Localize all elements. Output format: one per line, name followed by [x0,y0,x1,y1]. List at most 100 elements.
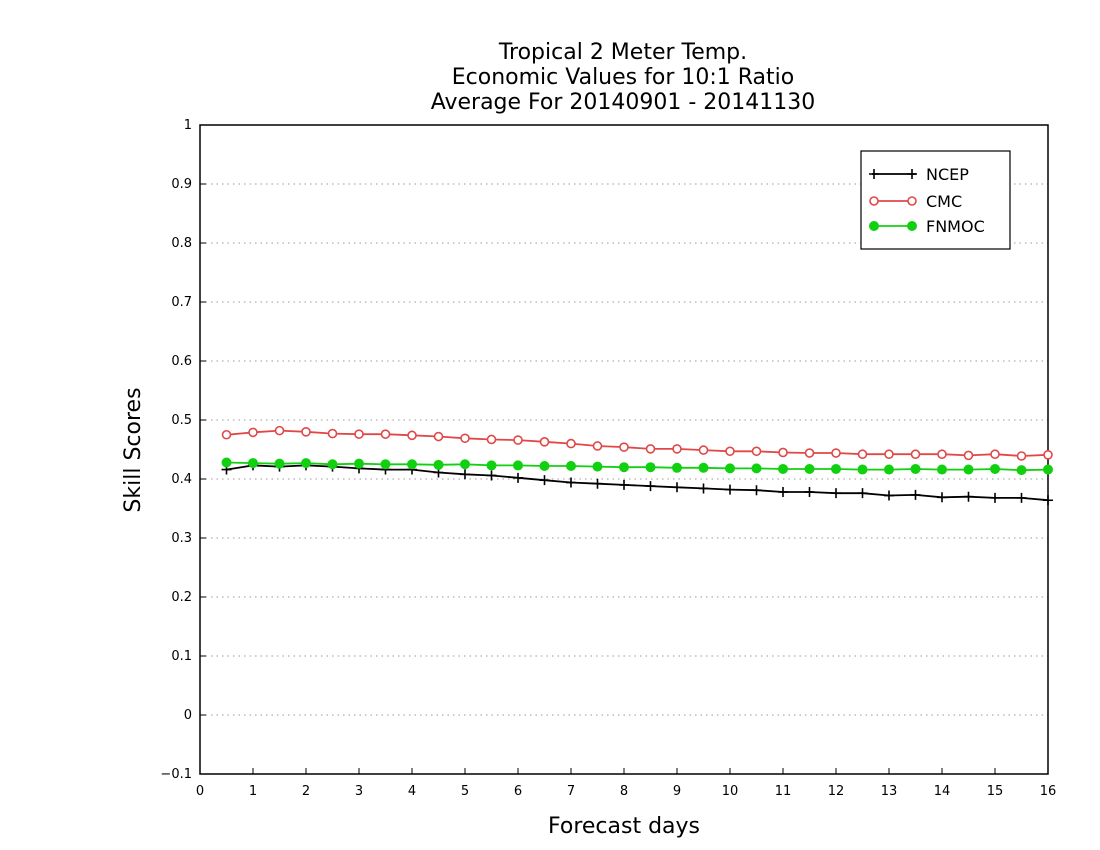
y-tick-label: 0.2 [171,590,192,605]
data-point-cmc [698,445,709,455]
data-point-ncep [539,475,550,486]
x-tick-label: 12 [828,784,845,799]
x-tick-label: 16 [1040,784,1057,799]
data-point-cmc [619,442,629,452]
data-point-fnmoc [937,464,947,475]
legend-box [860,150,1011,250]
data-point-cmc [566,438,576,449]
x-tick-label: 2 [302,784,310,799]
legend-item-fnmoc: FNMOC [869,217,985,236]
x-tick-label: 3 [355,784,363,799]
data-point-cmc [857,449,868,460]
legend-label-fnmoc: FNMOC [926,217,985,236]
data-point-cmc [778,447,788,458]
data-point-ncep [566,477,576,488]
data-point-ncep [990,492,1000,503]
data-point-fnmoc [354,458,364,469]
data-point-ncep [645,481,656,492]
legend-marker-ncep [869,169,879,179]
x-axis: 0 1 2 3 4 5 6 7 8 9 10 11 12 13 14 15 16 [196,768,1056,799]
data-point-cmc [963,450,974,461]
y-tick-label: 0.9 [171,177,192,192]
y-axis: −0.1 0 0.1 0.2 0.3 0.4 0.5 0.6 0.7 0.8 0.9 1 [160,118,206,782]
series-line-ncep [226,464,1049,502]
y-tick-label: 0.1 [171,649,192,664]
legend-marker-fnmoc [907,221,917,231]
title-line-1: Tropical 2 Meter Temp. [498,40,747,65]
data-point-cmc [751,446,762,457]
data-point-fnmoc [672,462,682,473]
data-point-ncep [460,469,470,480]
data-series [221,425,1053,506]
data-point-cmc [460,433,470,444]
data-point-cmc [990,449,1000,460]
data-point-cmc [645,444,656,454]
data-point-fnmoc [592,461,603,472]
x-tick-label: 10 [722,784,739,799]
legend-marker-fnmoc [869,221,879,231]
x-tick-label: 14 [934,784,951,799]
data-point-ncep [778,486,788,497]
data-point-fnmoc [486,460,497,471]
data-point-ncep [831,488,841,499]
x-tick-label: 5 [461,784,469,799]
x-tick-label: 11 [775,784,792,799]
data-point-ncep [592,478,603,489]
data-point-fnmoc [380,459,391,470]
data-point-ncep [751,485,762,496]
data-point-ncep [619,479,629,490]
data-point-fnmoc [460,459,470,470]
y-tick-label: 0.3 [171,531,192,546]
data-point-ncep [698,483,709,494]
y-tick-label: 1 [184,118,192,133]
y-tick-label: 0.7 [171,295,192,310]
data-point-fnmoc [910,463,921,474]
data-point-cmc [592,441,603,451]
data-point-ncep [1016,492,1027,503]
legend-marker-cmc [907,196,917,206]
x-tick-label: 0 [196,784,204,799]
data-point-cmc [248,427,258,438]
data-point-cmc [804,448,815,458]
data-point-ncep [963,491,974,502]
x-tick-label: 15 [987,784,1004,799]
data-point-cmc [725,446,735,457]
data-point-cmc [327,428,338,439]
y-tick-label: 0.4 [171,472,192,487]
data-point-ncep [937,492,947,503]
data-point-fnmoc [857,464,868,475]
data-point-fnmoc [963,464,974,475]
data-point-fnmoc [433,459,444,470]
data-point-cmc [407,430,417,441]
data-point-fnmoc [725,463,735,474]
legend-label-cmc: CMC [926,192,962,211]
legend-marker-ncep [907,169,917,179]
series-line-fnmoc [226,461,1049,472]
y-tick-label: 0.5 [171,413,192,428]
legend: NCEP CMC FNMOC [860,150,1011,250]
data-point-fnmoc [1043,464,1053,475]
legend-label-ncep: NCEP [926,165,969,184]
data-point-fnmoc [274,458,285,469]
data-point-cmc [831,448,841,458]
data-point-fnmoc [566,461,576,472]
series-line-cmc [226,429,1049,457]
data-point-cmc [301,426,311,437]
data-point-cmc [221,429,232,440]
x-tick-label: 1 [249,784,257,799]
data-point-ncep [486,470,497,481]
data-point-fnmoc [884,464,894,475]
y-tick-label: −0.1 [160,767,192,782]
data-point-cmc [1043,450,1053,460]
data-point-fnmoc [513,460,523,471]
data-point-cmc [672,444,682,454]
data-point-fnmoc [1016,465,1027,476]
grid-lines [200,183,1048,716]
data-point-fnmoc [990,463,1000,474]
x-tick-label: 8 [620,784,628,799]
y-tick-label: 0.6 [171,354,192,369]
data-point-fnmoc [778,463,788,474]
legend-item-cmc: CMC [869,192,962,211]
